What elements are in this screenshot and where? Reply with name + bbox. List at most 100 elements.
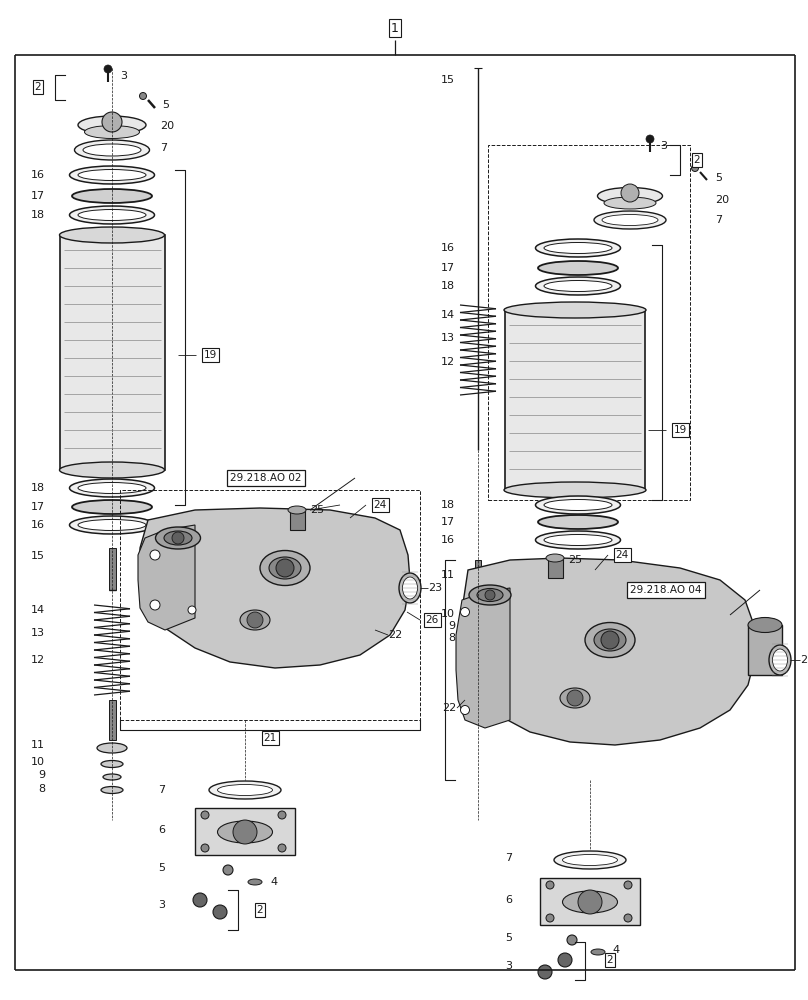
Ellipse shape xyxy=(69,479,154,497)
Circle shape xyxy=(485,590,495,600)
Text: 24: 24 xyxy=(616,550,629,560)
Polygon shape xyxy=(140,508,410,668)
Circle shape xyxy=(188,606,196,614)
Text: 20: 20 xyxy=(160,121,175,131)
Text: 2: 2 xyxy=(607,955,613,965)
Text: 21: 21 xyxy=(263,733,276,743)
Text: 17: 17 xyxy=(31,191,45,201)
Polygon shape xyxy=(460,558,755,745)
Bar xyxy=(195,808,295,855)
Circle shape xyxy=(546,881,554,889)
Ellipse shape xyxy=(464,595,492,604)
Text: 14: 14 xyxy=(441,310,455,320)
Ellipse shape xyxy=(217,821,272,843)
Text: 18: 18 xyxy=(441,281,455,291)
Ellipse shape xyxy=(562,854,617,865)
Text: 3: 3 xyxy=(505,961,512,971)
Bar xyxy=(109,548,116,590)
Text: 16: 16 xyxy=(31,520,45,530)
Circle shape xyxy=(276,559,294,577)
Text: 6: 6 xyxy=(505,895,512,905)
Text: 8: 8 xyxy=(448,633,455,643)
Text: 5: 5 xyxy=(162,100,169,110)
Text: 18: 18 xyxy=(31,210,45,220)
Bar xyxy=(488,145,690,500)
Ellipse shape xyxy=(544,534,612,546)
Ellipse shape xyxy=(69,166,154,184)
Text: 12: 12 xyxy=(441,357,455,367)
Ellipse shape xyxy=(594,629,626,651)
Circle shape xyxy=(104,65,112,73)
Text: 29.218.AO 04: 29.218.AO 04 xyxy=(630,585,701,595)
Text: 7: 7 xyxy=(505,853,512,863)
Text: 14: 14 xyxy=(31,605,45,615)
Ellipse shape xyxy=(467,635,489,642)
Text: 2: 2 xyxy=(694,155,701,165)
Text: 25: 25 xyxy=(310,505,324,515)
Circle shape xyxy=(150,600,160,610)
Circle shape xyxy=(692,164,698,172)
Ellipse shape xyxy=(585,622,635,658)
Bar xyxy=(290,510,305,530)
Ellipse shape xyxy=(60,227,165,243)
Circle shape xyxy=(567,935,577,945)
Circle shape xyxy=(461,706,469,714)
Text: 9: 9 xyxy=(448,621,455,631)
Text: 24: 24 xyxy=(373,500,386,510)
Ellipse shape xyxy=(164,531,192,545)
Text: 22: 22 xyxy=(442,703,457,713)
Text: 2: 2 xyxy=(257,905,263,915)
Ellipse shape xyxy=(538,515,618,529)
Bar xyxy=(475,560,481,595)
Text: 8: 8 xyxy=(38,784,45,794)
Text: 10: 10 xyxy=(441,609,455,619)
Bar xyxy=(748,625,782,675)
Circle shape xyxy=(193,893,207,907)
Text: 12: 12 xyxy=(31,655,45,665)
Text: 25: 25 xyxy=(568,555,582,565)
Ellipse shape xyxy=(554,851,626,869)
Text: 13: 13 xyxy=(31,628,45,638)
Ellipse shape xyxy=(209,781,281,799)
Ellipse shape xyxy=(269,557,301,579)
Ellipse shape xyxy=(402,577,418,599)
Ellipse shape xyxy=(78,169,146,180)
Ellipse shape xyxy=(544,499,612,510)
Text: 3: 3 xyxy=(120,71,127,81)
Text: 3: 3 xyxy=(660,141,667,151)
Ellipse shape xyxy=(78,210,146,221)
Ellipse shape xyxy=(69,516,154,534)
Ellipse shape xyxy=(591,949,605,955)
Circle shape xyxy=(567,690,583,706)
Text: 18: 18 xyxy=(31,483,45,493)
Circle shape xyxy=(201,811,209,819)
Text: 16: 16 xyxy=(31,170,45,180)
Circle shape xyxy=(601,631,619,649)
Text: 17: 17 xyxy=(441,517,455,527)
Ellipse shape xyxy=(536,239,621,257)
Circle shape xyxy=(140,93,146,100)
Ellipse shape xyxy=(101,760,123,768)
Circle shape xyxy=(150,550,160,560)
Ellipse shape xyxy=(240,610,270,630)
Polygon shape xyxy=(138,525,195,630)
Text: 29.218.AO 02: 29.218.AO 02 xyxy=(230,473,301,483)
Text: 5: 5 xyxy=(715,173,722,183)
Ellipse shape xyxy=(546,554,564,562)
Text: 13: 13 xyxy=(441,333,455,343)
Text: 7: 7 xyxy=(160,143,167,153)
Circle shape xyxy=(578,890,602,914)
Bar xyxy=(505,310,645,490)
Text: 5: 5 xyxy=(505,933,512,943)
Text: 10: 10 xyxy=(31,757,45,767)
Circle shape xyxy=(201,844,209,852)
Text: 7: 7 xyxy=(158,785,165,795)
Bar xyxy=(109,700,116,740)
Ellipse shape xyxy=(248,879,262,885)
Ellipse shape xyxy=(155,527,200,549)
Ellipse shape xyxy=(399,573,421,603)
Ellipse shape xyxy=(594,211,666,229)
Text: 17: 17 xyxy=(31,502,45,512)
Ellipse shape xyxy=(97,743,127,753)
Circle shape xyxy=(621,184,639,202)
